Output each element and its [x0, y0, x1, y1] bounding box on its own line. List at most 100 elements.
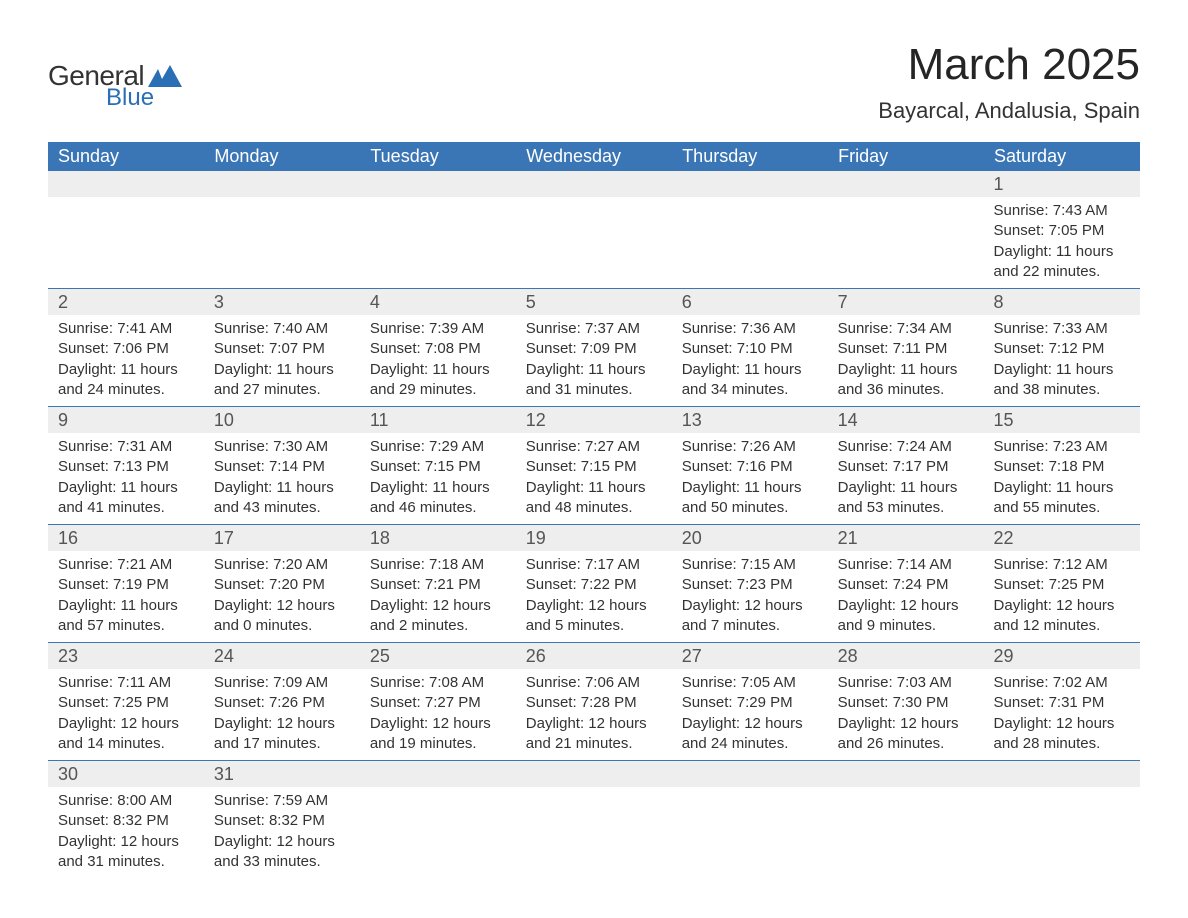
day-number: 25 [360, 643, 516, 669]
day-content [360, 197, 516, 273]
calendar-header-cell: Sunday [48, 142, 204, 171]
day-content: Sunrise: 7:41 AMSunset: 7:06 PMDaylight:… [48, 315, 204, 406]
calendar-header-cell: Friday [828, 142, 984, 171]
calendar-cell: 3Sunrise: 7:40 AMSunset: 7:07 PMDaylight… [204, 289, 360, 407]
sunset-line: Sunset: 7:31 PM [994, 693, 1130, 713]
day-content [984, 787, 1140, 863]
calendar-row: 9Sunrise: 7:31 AMSunset: 7:13 PMDaylight… [48, 407, 1140, 525]
daylight-line: Daylight: 12 hours and 17 minutes. [214, 714, 350, 755]
calendar-cell [360, 761, 516, 879]
daylight-line: Daylight: 11 hours and 41 minutes. [58, 478, 194, 519]
day-content: Sunrise: 7:40 AMSunset: 7:07 PMDaylight:… [204, 315, 360, 406]
calendar-row: 2Sunrise: 7:41 AMSunset: 7:06 PMDaylight… [48, 289, 1140, 407]
daylight-line: Daylight: 12 hours and 19 minutes. [370, 714, 506, 755]
sunset-line: Sunset: 7:06 PM [58, 339, 194, 359]
calendar-cell: 22Sunrise: 7:12 AMSunset: 7:25 PMDayligh… [984, 525, 1140, 643]
day-number: 30 [48, 761, 204, 787]
sunrise-line: Sunrise: 8:00 AM [58, 791, 194, 811]
day-number: 19 [516, 525, 672, 551]
sunset-line: Sunset: 8:32 PM [58, 811, 194, 831]
calendar-cell: 28Sunrise: 7:03 AMSunset: 7:30 PMDayligh… [828, 643, 984, 761]
day-content: Sunrise: 7:39 AMSunset: 7:08 PMDaylight:… [360, 315, 516, 406]
day-content: Sunrise: 7:29 AMSunset: 7:15 PMDaylight:… [360, 433, 516, 524]
day-content: Sunrise: 7:03 AMSunset: 7:30 PMDaylight:… [828, 669, 984, 760]
day-content: Sunrise: 7:09 AMSunset: 7:26 PMDaylight:… [204, 669, 360, 760]
sunrise-line: Sunrise: 7:06 AM [526, 673, 662, 693]
day-number: 7 [828, 289, 984, 315]
sunrise-line: Sunrise: 7:20 AM [214, 555, 350, 575]
sunrise-line: Sunrise: 7:12 AM [994, 555, 1130, 575]
daylight-line: Daylight: 12 hours and 24 minutes. [682, 714, 818, 755]
day-number: 8 [984, 289, 1140, 315]
day-number [360, 761, 516, 787]
day-content: Sunrise: 7:12 AMSunset: 7:25 PMDaylight:… [984, 551, 1140, 642]
day-number: 12 [516, 407, 672, 433]
sunset-line: Sunset: 7:14 PM [214, 457, 350, 477]
calendar-cell: 2Sunrise: 7:41 AMSunset: 7:06 PMDaylight… [48, 289, 204, 407]
calendar-cell: 13Sunrise: 7:26 AMSunset: 7:16 PMDayligh… [672, 407, 828, 525]
day-content: Sunrise: 7:43 AMSunset: 7:05 PMDaylight:… [984, 197, 1140, 288]
sunrise-line: Sunrise: 7:29 AM [370, 437, 506, 457]
sunset-line: Sunset: 7:09 PM [526, 339, 662, 359]
calendar-cell: 20Sunrise: 7:15 AMSunset: 7:23 PMDayligh… [672, 525, 828, 643]
daylight-line: Daylight: 12 hours and 12 minutes. [994, 596, 1130, 637]
calendar-cell: 9Sunrise: 7:31 AMSunset: 7:13 PMDaylight… [48, 407, 204, 525]
day-content: Sunrise: 7:23 AMSunset: 7:18 PMDaylight:… [984, 433, 1140, 524]
sunset-line: Sunset: 7:12 PM [994, 339, 1130, 359]
header: General Blue March 2025 Bayarcal, Andalu… [48, 40, 1140, 124]
calendar-row: 30Sunrise: 8:00 AMSunset: 8:32 PMDayligh… [48, 761, 1140, 879]
day-number: 26 [516, 643, 672, 669]
sunrise-line: Sunrise: 7:02 AM [994, 673, 1130, 693]
day-number: 23 [48, 643, 204, 669]
calendar-cell [516, 761, 672, 879]
sunrise-line: Sunrise: 7:33 AM [994, 319, 1130, 339]
sunset-line: Sunset: 7:28 PM [526, 693, 662, 713]
calendar-cell [828, 171, 984, 289]
sunrise-line: Sunrise: 7:03 AM [838, 673, 974, 693]
calendar-cell: 1Sunrise: 7:43 AMSunset: 7:05 PMDaylight… [984, 171, 1140, 289]
daylight-line: Daylight: 12 hours and 2 minutes. [370, 596, 506, 637]
day-number [204, 171, 360, 197]
day-number [828, 761, 984, 787]
day-number: 20 [672, 525, 828, 551]
daylight-line: Daylight: 11 hours and 36 minutes. [838, 360, 974, 401]
day-number: 17 [204, 525, 360, 551]
sunset-line: Sunset: 7:25 PM [58, 693, 194, 713]
location-subtitle: Bayarcal, Andalusia, Spain [878, 98, 1140, 124]
day-number: 13 [672, 407, 828, 433]
day-content: Sunrise: 7:21 AMSunset: 7:19 PMDaylight:… [48, 551, 204, 642]
calendar-cell: 8Sunrise: 7:33 AMSunset: 7:12 PMDaylight… [984, 289, 1140, 407]
day-content: Sunrise: 7:26 AMSunset: 7:16 PMDaylight:… [672, 433, 828, 524]
sunrise-line: Sunrise: 7:37 AM [526, 319, 662, 339]
day-number: 18 [360, 525, 516, 551]
sunset-line: Sunset: 7:21 PM [370, 575, 506, 595]
calendar-cell: 25Sunrise: 7:08 AMSunset: 7:27 PMDayligh… [360, 643, 516, 761]
calendar-cell [984, 761, 1140, 879]
daylight-line: Daylight: 12 hours and 5 minutes. [526, 596, 662, 637]
sunset-line: Sunset: 7:25 PM [994, 575, 1130, 595]
sunset-line: Sunset: 7:18 PM [994, 457, 1130, 477]
sunset-line: Sunset: 7:22 PM [526, 575, 662, 595]
day-content [204, 197, 360, 273]
calendar-cell: 24Sunrise: 7:09 AMSunset: 7:26 PMDayligh… [204, 643, 360, 761]
sunset-line: Sunset: 8:32 PM [214, 811, 350, 831]
calendar-cell: 17Sunrise: 7:20 AMSunset: 7:20 PMDayligh… [204, 525, 360, 643]
day-content [828, 197, 984, 273]
day-number [672, 171, 828, 197]
day-content: Sunrise: 7:18 AMSunset: 7:21 PMDaylight:… [360, 551, 516, 642]
day-number [516, 761, 672, 787]
calendar-header-row: SundayMondayTuesdayWednesdayThursdayFrid… [48, 142, 1140, 171]
calendar-cell [360, 171, 516, 289]
sunset-line: Sunset: 7:29 PM [682, 693, 818, 713]
sunrise-line: Sunrise: 7:59 AM [214, 791, 350, 811]
calendar-cell: 23Sunrise: 7:11 AMSunset: 7:25 PMDayligh… [48, 643, 204, 761]
day-number [360, 171, 516, 197]
day-content: Sunrise: 7:59 AMSunset: 8:32 PMDaylight:… [204, 787, 360, 878]
calendar-cell [672, 761, 828, 879]
day-content: Sunrise: 7:11 AMSunset: 7:25 PMDaylight:… [48, 669, 204, 760]
sunrise-line: Sunrise: 7:05 AM [682, 673, 818, 693]
day-number: 9 [48, 407, 204, 433]
sunrise-line: Sunrise: 7:14 AM [838, 555, 974, 575]
day-content: Sunrise: 7:14 AMSunset: 7:24 PMDaylight:… [828, 551, 984, 642]
calendar-header-cell: Saturday [984, 142, 1140, 171]
